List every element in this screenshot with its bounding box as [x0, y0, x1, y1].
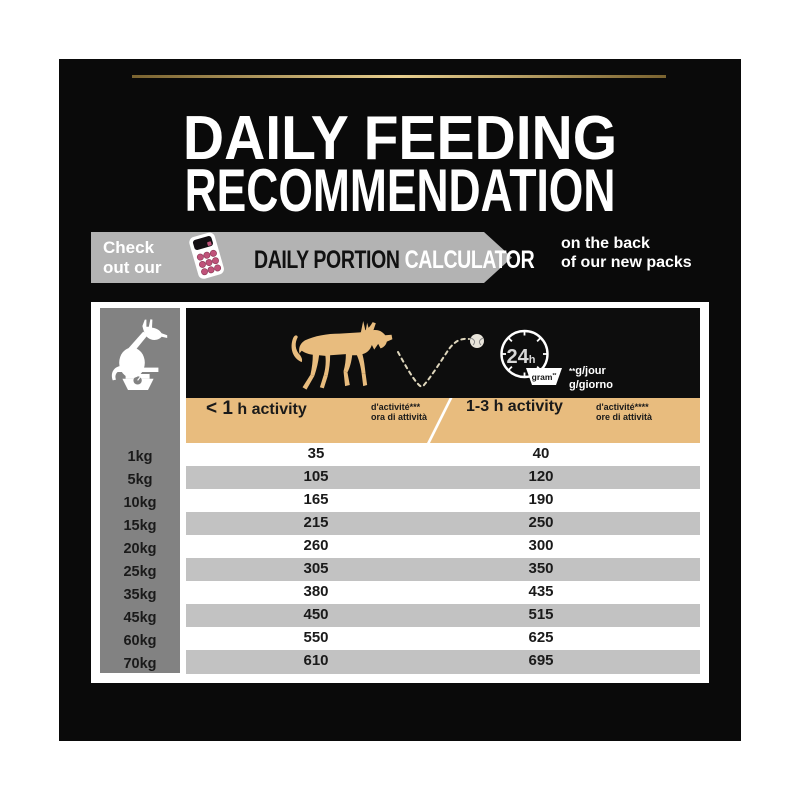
svg-text:24h: 24h [507, 346, 536, 368]
